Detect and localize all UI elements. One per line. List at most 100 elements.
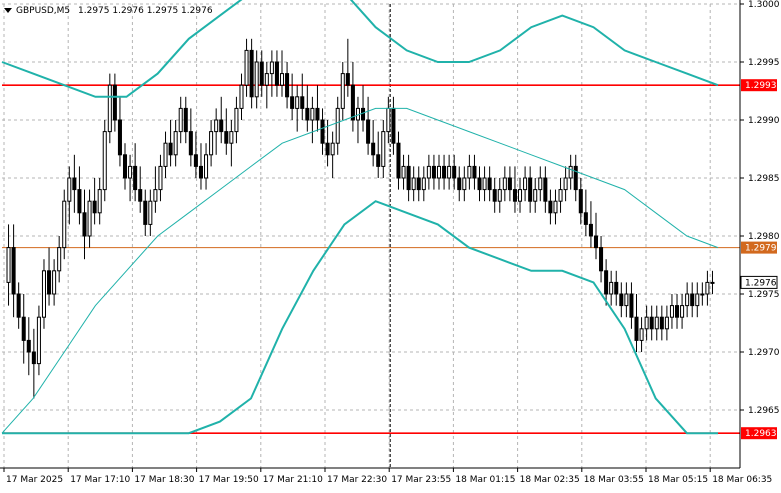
candle[interactable] <box>153 166 158 213</box>
candle[interactable] <box>472 154 477 190</box>
candle[interactable] <box>477 166 482 202</box>
candle[interactable] <box>442 154 447 190</box>
candle[interactable] <box>102 120 107 202</box>
candle[interactable] <box>82 189 87 260</box>
candle[interactable] <box>128 154 133 202</box>
candle[interactable] <box>285 62 290 109</box>
candle[interactable] <box>497 178 502 213</box>
candle[interactable] <box>340 62 345 120</box>
candle[interactable] <box>234 96 239 144</box>
candle[interactable] <box>396 131 401 190</box>
candle[interactable] <box>36 305 41 376</box>
candle[interactable] <box>553 189 558 225</box>
candle[interactable] <box>685 282 690 318</box>
candle[interactable] <box>366 96 371 155</box>
candle[interactable] <box>674 294 680 329</box>
candle[interactable] <box>97 178 102 225</box>
candle[interactable] <box>457 166 462 202</box>
candle[interactable] <box>649 305 654 341</box>
candle[interactable] <box>92 178 97 225</box>
candle[interactable] <box>259 50 264 97</box>
candle[interactable] <box>67 166 72 225</box>
candle[interactable] <box>168 120 173 167</box>
candle[interactable] <box>436 154 442 190</box>
candle[interactable] <box>431 154 436 190</box>
candle[interactable] <box>705 270 710 306</box>
candle[interactable] <box>209 120 214 167</box>
candle[interactable] <box>376 131 381 178</box>
candle[interactable] <box>57 236 62 283</box>
candle[interactable] <box>6 224 11 306</box>
candle[interactable] <box>224 108 229 155</box>
candle[interactable] <box>214 108 219 155</box>
candle[interactable] <box>122 143 128 190</box>
candle[interactable] <box>244 38 249 97</box>
candle[interactable] <box>330 131 335 178</box>
candle[interactable] <box>183 96 188 144</box>
candle[interactable] <box>163 131 168 178</box>
candle[interactable] <box>143 189 148 236</box>
candle[interactable] <box>158 154 163 202</box>
candle[interactable] <box>52 259 57 306</box>
candles[interactable] <box>6 38 715 399</box>
candle[interactable] <box>487 166 492 202</box>
candle[interactable] <box>11 224 16 318</box>
candle[interactable] <box>548 189 553 225</box>
candle[interactable] <box>112 73 117 132</box>
candle[interactable] <box>578 178 583 225</box>
candle[interactable] <box>416 166 421 202</box>
candle[interactable] <box>274 50 279 97</box>
candle[interactable] <box>41 259 47 329</box>
candle[interactable] <box>315 85 320 132</box>
candle[interactable] <box>467 154 472 190</box>
candle[interactable] <box>350 62 355 132</box>
candle[interactable] <box>573 154 578 202</box>
candle[interactable] <box>371 120 376 167</box>
candle[interactable] <box>695 282 700 318</box>
candle[interactable] <box>629 282 634 329</box>
candle[interactable] <box>229 120 234 167</box>
candle[interactable] <box>406 154 411 202</box>
candle[interactable] <box>310 96 315 144</box>
candle[interactable] <box>654 305 659 341</box>
candle[interactable] <box>239 73 244 120</box>
candle[interactable] <box>345 38 350 97</box>
candle[interactable] <box>502 166 507 202</box>
candle[interactable] <box>148 189 153 236</box>
candle[interactable] <box>47 247 52 306</box>
candle[interactable] <box>325 120 330 167</box>
candle[interactable] <box>173 120 178 167</box>
candle[interactable] <box>198 143 203 190</box>
candle[interactable] <box>659 305 664 341</box>
candle[interactable] <box>447 154 452 190</box>
candle[interactable] <box>563 166 568 202</box>
candle[interactable] <box>133 143 138 202</box>
candle[interactable] <box>72 154 77 213</box>
candle[interactable] <box>543 166 548 213</box>
candle[interactable] <box>290 73 295 120</box>
candle[interactable] <box>269 50 274 97</box>
candle[interactable] <box>117 96 122 167</box>
candle[interactable] <box>583 189 588 236</box>
candle[interactable] <box>680 294 685 329</box>
candle[interactable] <box>639 317 644 352</box>
candle[interactable] <box>138 166 143 213</box>
candle[interactable] <box>533 178 538 213</box>
candle[interactable] <box>16 282 21 329</box>
candle[interactable] <box>593 212 599 260</box>
candle[interactable] <box>31 328 36 399</box>
candle[interactable] <box>624 282 629 318</box>
candle[interactable] <box>619 282 624 318</box>
candle[interactable] <box>381 120 386 178</box>
candle[interactable] <box>588 201 593 248</box>
candle[interactable] <box>21 294 26 364</box>
candle[interactable] <box>254 50 259 109</box>
candle[interactable] <box>178 96 183 144</box>
candle[interactable] <box>482 166 487 202</box>
candle[interactable] <box>558 178 563 213</box>
candle[interactable] <box>62 189 67 260</box>
candle[interactable] <box>107 73 112 144</box>
candle[interactable] <box>300 73 305 120</box>
candle[interactable] <box>188 108 193 167</box>
